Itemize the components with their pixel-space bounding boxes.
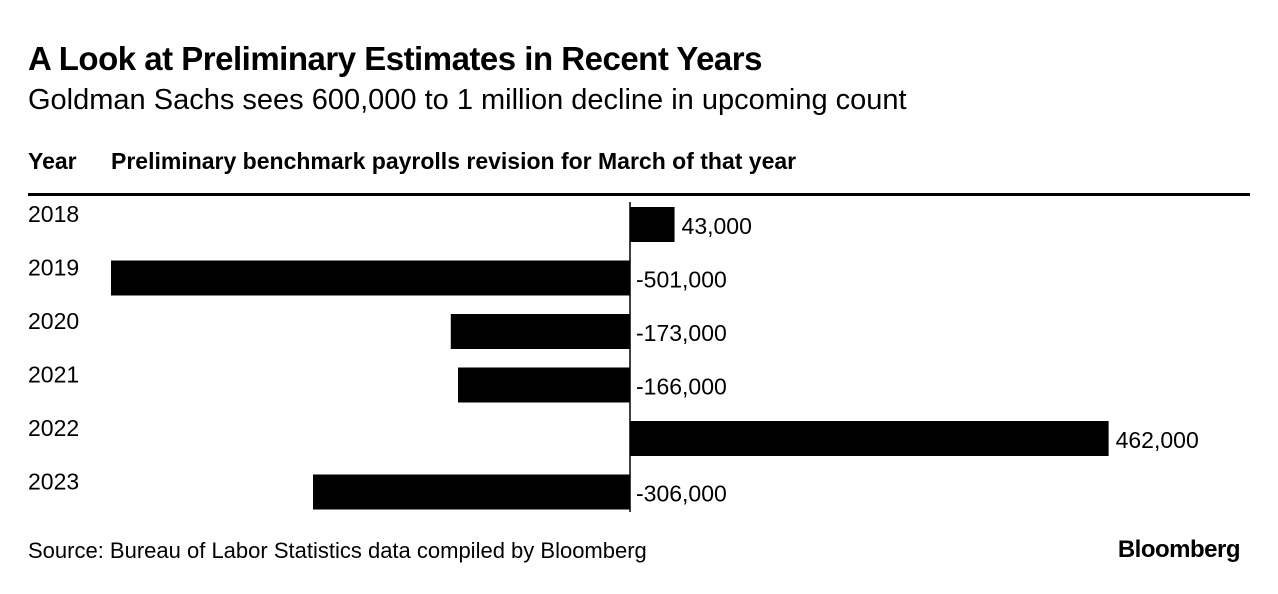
chart-title: A Look at Preliminary Estimates in Recen…	[28, 40, 763, 77]
year-label-2020: 2020	[28, 308, 79, 334]
year-label-2019: 2019	[28, 255, 79, 281]
bar-2023	[313, 474, 630, 510]
bar-2019	[111, 260, 630, 296]
value-label-2021: -166,000	[636, 374, 727, 400]
header-rule	[28, 193, 1250, 196]
year-label-2021: 2021	[28, 362, 79, 388]
year-label-2023: 2023	[28, 469, 79, 495]
year-label-2022: 2022	[28, 415, 79, 441]
bar-2020	[450, 314, 630, 349]
bar-2018	[630, 207, 675, 242]
revision-column-header: Preliminary benchmark payrolls revision …	[111, 148, 797, 174]
value-label-2023: -306,000	[636, 481, 727, 507]
year-label-2018: 2018	[28, 201, 79, 227]
bar-chart: 2018 43,000 2019 -501,000 2020 -173,000 2021 -1…	[28, 201, 1199, 512]
year-column-header: Year	[28, 148, 77, 174]
bar-2021	[458, 367, 630, 403]
source-note: Source: Bureau of Labor Statistics data …	[28, 538, 647, 563]
value-label-2022: 462,000	[1116, 427, 1199, 453]
value-label-2019: -501,000	[636, 267, 727, 293]
bar-2022	[630, 421, 1109, 456]
bloomberg-logo: Bloomberg	[1117, 536, 1241, 563]
chart-subtitle: Goldman Sachs sees 600,000 to 1 million …	[28, 84, 907, 116]
value-label-2020: -173,000	[636, 320, 727, 346]
value-label-2018: 43,000	[682, 213, 752, 239]
